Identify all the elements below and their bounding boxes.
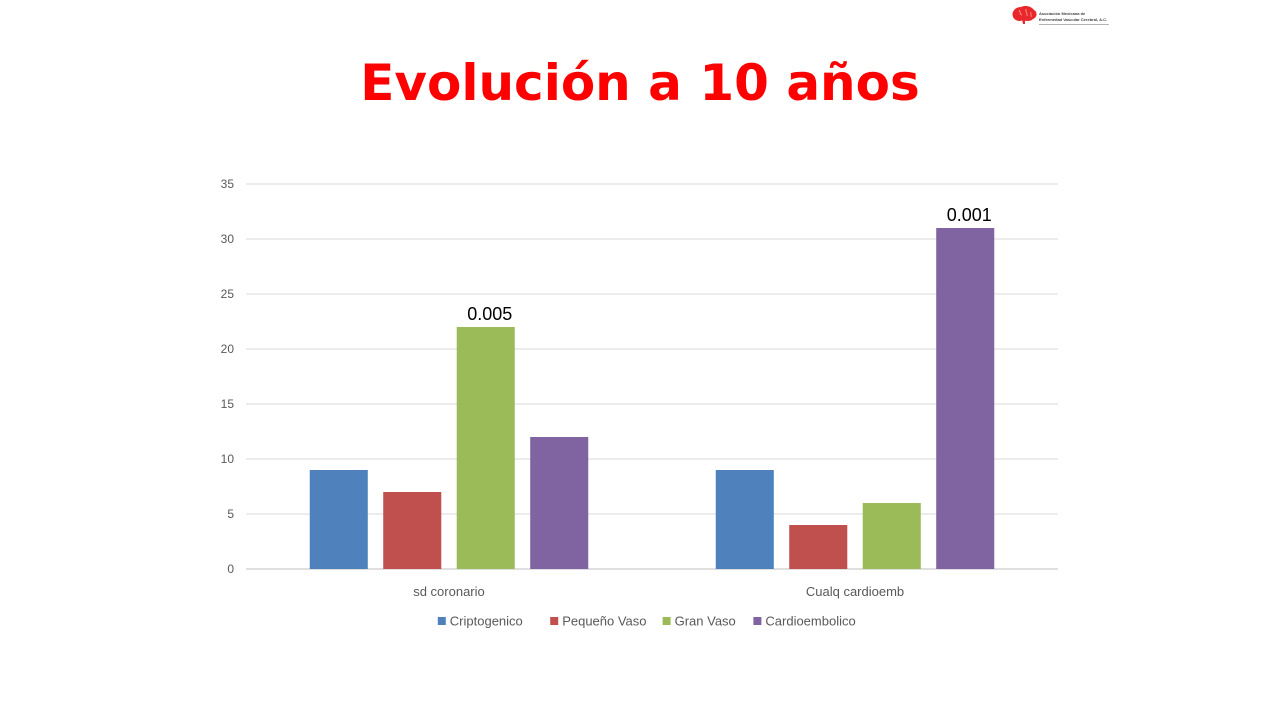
bar xyxy=(936,228,995,569)
legend: Criptogenico Pequeño Vaso Gran Vaso Cardioe… xyxy=(437,614,856,629)
logo-divider xyxy=(1039,24,1109,25)
x-category-label: Cualq cardioemb xyxy=(806,584,904,599)
legend-swatch xyxy=(550,617,559,625)
annotations: 0.005 0.001 xyxy=(467,205,992,324)
x-axis-categories: sd coronario Cualq cardioemb xyxy=(413,584,904,599)
legend-swatch xyxy=(753,617,762,625)
y-tick-label: 10 xyxy=(221,452,235,466)
gridlines xyxy=(246,183,1058,570)
legend-label: Pequeño Vaso xyxy=(562,614,646,629)
y-tick-label: 15 xyxy=(221,397,235,411)
bar xyxy=(383,492,442,569)
y-tick-label: 5 xyxy=(227,507,234,521)
legend-label: Cardioembolico xyxy=(765,614,855,629)
y-tick-label: 25 xyxy=(221,287,235,301)
y-tick-label: 35 xyxy=(221,177,235,191)
legend-label: Gran Vaso xyxy=(675,614,736,629)
annotation-label: 0.005 xyxy=(467,304,512,324)
annotation-label: 0.001 xyxy=(947,205,992,225)
slide-title: Evolución a 10 años xyxy=(360,54,920,112)
bar xyxy=(715,470,774,569)
y-axis-ticks: 0 5 10 15 20 25 30 35 xyxy=(221,177,235,576)
bars xyxy=(309,228,995,569)
legend-swatch xyxy=(437,617,446,625)
legend-label: Criptogenico xyxy=(450,614,523,629)
bar xyxy=(309,470,368,569)
logo-text-line2: Enfermedad Vascular Cerebral, A.C. xyxy=(1039,17,1108,22)
organization-logo: Asociación Mexicana de Enfermedad Vascul… xyxy=(1010,4,1110,28)
logo-text-line1: Asociación Mexicana de xyxy=(1039,11,1086,16)
bar xyxy=(456,327,515,569)
bar xyxy=(789,525,848,569)
y-tick-label: 20 xyxy=(221,342,235,356)
bar xyxy=(862,503,921,569)
brain-icon xyxy=(1012,6,1037,24)
bar xyxy=(530,437,589,569)
legend-swatch xyxy=(662,617,671,625)
y-tick-label: 0 xyxy=(227,562,234,576)
x-category-label: sd coronario xyxy=(413,584,485,599)
y-tick-label: 30 xyxy=(221,232,235,246)
